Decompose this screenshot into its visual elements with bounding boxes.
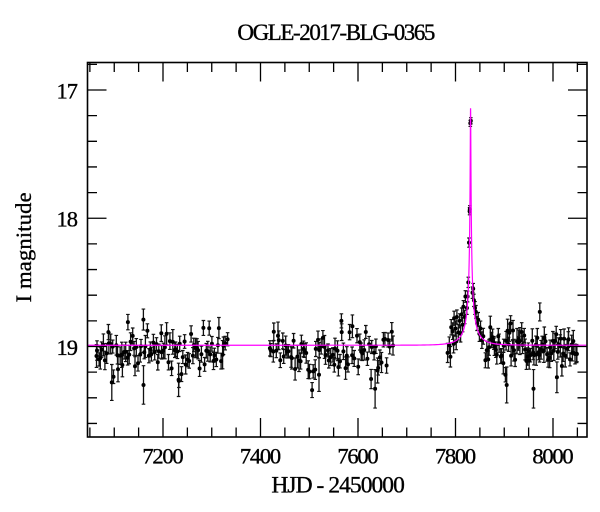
svg-text:7200: 7200 (142, 443, 183, 468)
svg-text:17: 17 (57, 78, 79, 103)
svg-text:I magnitude: I magnitude (11, 192, 36, 302)
svg-text:8000: 8000 (532, 443, 573, 468)
svg-text:7400: 7400 (240, 443, 281, 468)
svg-text:HJD - 2450000: HJD - 2450000 (271, 472, 405, 498)
svg-text:18: 18 (57, 207, 79, 232)
svg-text:7800: 7800 (435, 443, 476, 468)
svg-text:7600: 7600 (337, 443, 378, 468)
svg-text:19: 19 (57, 335, 79, 360)
svg-text:OGLE-2017-BLG-0365: OGLE-2017-BLG-0365 (237, 20, 435, 45)
